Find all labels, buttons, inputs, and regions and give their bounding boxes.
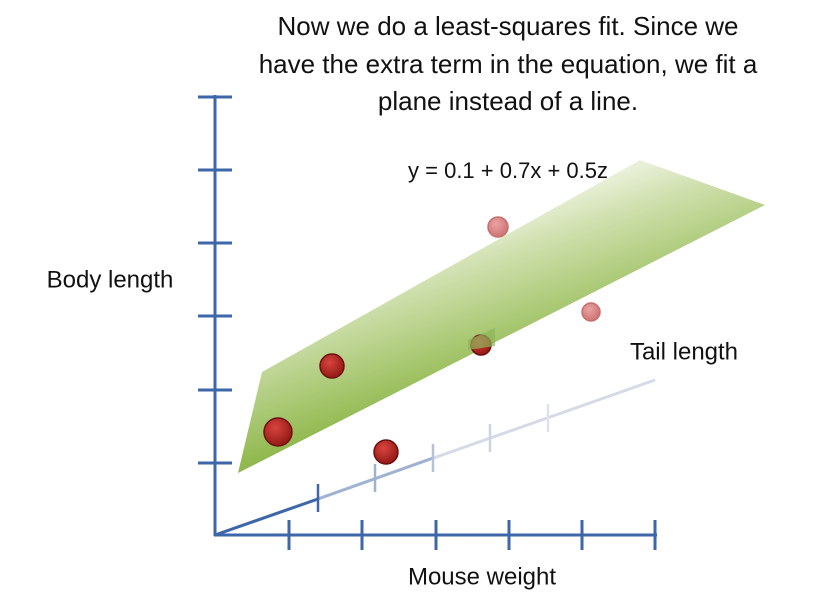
point [487, 216, 509, 238]
caption-line: Now we do a least-squares fit. Since we [278, 11, 739, 41]
caption: Now we do a least-squares fit. Since we … [259, 11, 758, 116]
point [581, 302, 601, 322]
point [319, 353, 345, 379]
point [263, 417, 293, 447]
vertical-axis-label: Body length [47, 266, 174, 293]
horizontal-axis-label: Mouse weight [408, 563, 556, 590]
plane-overlap [468, 328, 495, 350]
depth-ticks [316, 404, 550, 512]
caption-line: have the extra term in the equation, we … [259, 49, 758, 79]
axes [198, 95, 657, 550]
fit-plane [238, 160, 765, 473]
point [373, 439, 399, 465]
depth-axis-label: Tail length [630, 338, 738, 365]
depth-axis-near [214, 497, 319, 537]
equation: y = 0.1 + 0.7x + 0.5z [408, 158, 608, 183]
caption-line: plane instead of a line. [378, 86, 638, 116]
